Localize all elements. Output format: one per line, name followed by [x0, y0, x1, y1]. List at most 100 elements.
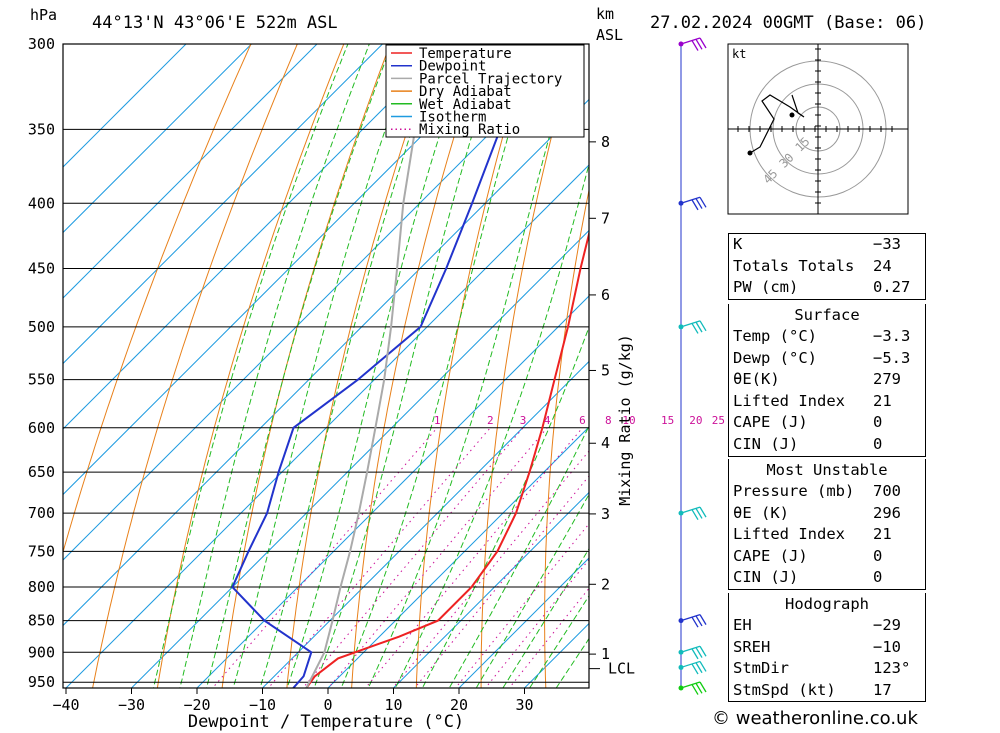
wind-barb-staff: [680, 37, 701, 45]
mixing-ratio-label: 20: [689, 414, 702, 427]
wind-barb-feather: [691, 40, 699, 51]
wind-barb-staff: [680, 645, 701, 653]
most-unstable-table: Most Unstable Pressure (mb) 700 θE (K) 296 Li…: [728, 459, 926, 590]
isotherm-line: [130, 229, 589, 688]
mixing-ratio-label: 10: [622, 414, 635, 427]
wind-barb: [678, 614, 707, 628]
wind-barb: [678, 37, 707, 51]
wind-barb-feather: [695, 662, 703, 674]
x-tick-label: 30: [515, 696, 533, 714]
mixing-ratio-line: [267, 427, 491, 688]
x-tick-label: −30: [118, 696, 145, 714]
mixing-ratio-label: 6: [579, 414, 586, 427]
row-value: 0: [873, 546, 883, 565]
km-tick-label: 4: [601, 434, 610, 452]
row-value: −29: [873, 616, 901, 634]
mixing-ratio-line: [211, 427, 438, 688]
table-row: StmSpd (kt) 17: [729, 680, 925, 702]
row-label: PW (cm): [733, 278, 799, 297]
pressure-tick-label: 400: [28, 194, 55, 212]
wet-adiabat-line: [205, 44, 393, 688]
dry-adiabat-line: [990, 6, 1000, 711]
isotherm-line: [63, 44, 449, 430]
x-tick-label: −40: [52, 696, 79, 714]
pressure-tick-label: 800: [28, 578, 55, 596]
plot-frame: [62, 43, 590, 689]
wet-adiabat-line: [475, 493, 589, 688]
table-row: CAPE (J) 0: [729, 546, 925, 568]
wind-barb-feather: [695, 682, 703, 694]
table-row: CIN (J) 0: [729, 434, 925, 456]
wind-barb: [678, 320, 707, 334]
wind-barb-staff: [680, 681, 701, 689]
wind-barb-staff: [680, 614, 701, 622]
pressure-tick-label: 600: [28, 419, 55, 437]
table-row: CAPE (J) 0: [729, 412, 925, 434]
row-value: 21: [873, 391, 892, 410]
isotherm-line: [65, 164, 589, 688]
row-label: Temp (°C): [733, 327, 817, 345]
wind-barb-feather: [691, 616, 699, 628]
table-row: Temp (°C) −3.3: [729, 326, 925, 348]
wind-barb-feather: [695, 198, 703, 209]
wind-barb-staff: [680, 320, 701, 328]
wind-barb-feather: [699, 614, 707, 625]
km-tick-label: 7: [601, 209, 610, 227]
mixing-ratio-line: [392, 450, 589, 688]
row-value: 21: [873, 525, 892, 544]
mixing-ratio-label: 4: [544, 414, 551, 427]
wind-barb-feather: [699, 681, 707, 693]
row-label: CIN (J): [733, 568, 799, 587]
hodograph-unit-label: kt: [732, 47, 746, 61]
pressure-tick-label: 500: [28, 318, 55, 336]
mixing-ratio-line: [484, 558, 589, 688]
wind-barb-feather: [691, 509, 699, 521]
pressure-tick-label: 950: [28, 673, 55, 691]
km-tick-label: 1: [601, 645, 610, 663]
row-label: CIN (J): [733, 434, 799, 453]
pressure-tick-label: 350: [28, 120, 55, 138]
table-row: Pressure (mb) 700: [729, 481, 925, 503]
dry-adiabat-line: [939, 6, 1000, 711]
row-label: SREH: [733, 637, 771, 656]
table-row: Lifted Index 21: [729, 391, 925, 413]
table-title: Hodograph: [785, 595, 869, 613]
row-label: Totals Totals: [733, 256, 855, 275]
mixing-ratio-label: 15: [661, 414, 674, 427]
storm-motion-marker: [789, 112, 795, 118]
isotherm-line: [63, 44, 253, 234]
isotherm-line: [196, 295, 589, 688]
km-tick-label: 8: [601, 133, 610, 151]
wind-barb-feather: [691, 199, 699, 211]
row-label: θE (K): [733, 503, 789, 522]
row-label: CAPE (J): [733, 546, 808, 565]
mixing-ratio-line: [327, 427, 548, 688]
mixing-ratio-label: 3: [520, 414, 527, 427]
wet-adiabat-line: [502, 547, 589, 688]
wind-barb-staff: [680, 196, 701, 204]
hodograph-trace: [749, 94, 805, 154]
wind-barb: [678, 196, 707, 211]
wet-adiabat-line: [152, 44, 349, 688]
row-value: 700: [873, 482, 901, 500]
row-label: θE(K): [733, 370, 780, 389]
pressure-unit-label: hPa: [30, 6, 57, 24]
table-row: K −33: [729, 234, 925, 256]
wet-adiabat-line: [529, 594, 589, 688]
row-value: −10: [873, 637, 901, 656]
x-tick-label: 10: [384, 696, 402, 714]
asl-unit-label: ASL: [596, 26, 623, 44]
mixing-ratio-label: 25: [712, 414, 725, 427]
dry-adiabat-line: [221, 44, 391, 688]
row-value: 0.27: [873, 278, 911, 297]
x-tick-label: 20: [450, 696, 468, 714]
pressure-tick-label: 900: [28, 643, 55, 661]
row-value: 123°: [873, 659, 911, 678]
wind-barb-feather: [699, 506, 707, 518]
series-line: [231, 44, 541, 688]
x-tick-label: 0: [323, 696, 332, 714]
wet-adiabat-line: [555, 637, 589, 688]
table-row: SREH −10: [729, 637, 925, 659]
wind-barb: [678, 681, 707, 695]
mixing-ratio-line: [302, 427, 524, 688]
